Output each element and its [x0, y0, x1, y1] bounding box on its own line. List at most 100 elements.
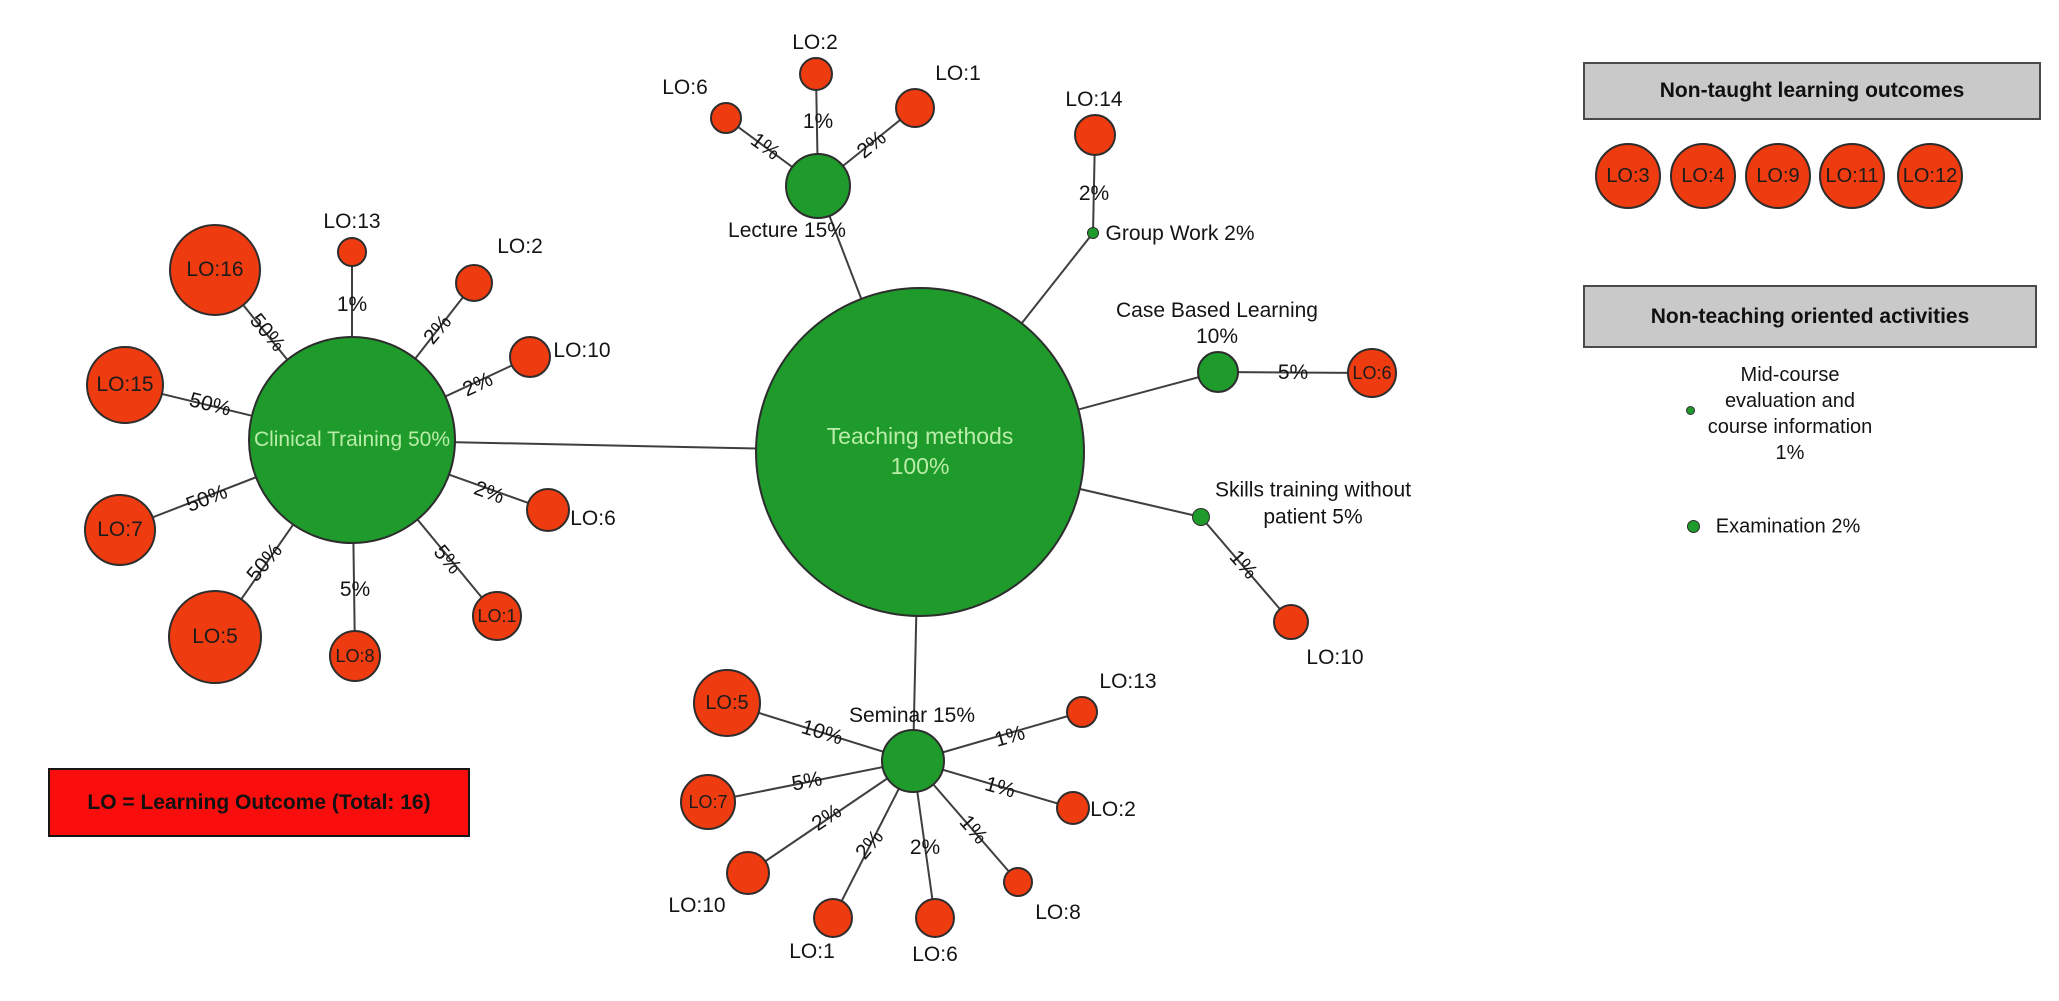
- node-lo6-clinical: [526, 488, 570, 532]
- lo3-label: LO:3: [1606, 164, 1650, 187]
- node-group-work: [1087, 227, 1099, 239]
- lo13-seminar-label: LO:13: [1099, 669, 1157, 693]
- lo9-label: LO:9: [1756, 164, 1800, 187]
- node-lo14-groupwork: [1074, 114, 1116, 156]
- node-lo13-seminar: [1066, 696, 1098, 728]
- lo8-label: LO:8: [335, 645, 375, 666]
- edge: [747, 760, 914, 874]
- non-taught-header: Non-taught learning outcomes: [1583, 62, 2041, 120]
- node-lo7-clinical: LO:7: [84, 494, 156, 566]
- lo2-lecture-label: LO:2: [792, 30, 838, 54]
- node-lo15-clinical: LO:15: [86, 346, 164, 424]
- examination-text: Examination: [1715, 515, 1826, 538]
- pct-clinical-lo13: 1%: [336, 293, 368, 316]
- lo7-seminar-label: LO:7: [688, 791, 728, 812]
- midcourse-dot: [1686, 406, 1695, 415]
- lo15-label: LO:15: [96, 373, 154, 396]
- group-work-label: Group Work 2%: [1105, 221, 1255, 245]
- case-based-learning-title: Case Based Learning: [1116, 298, 1318, 322]
- edge: [707, 760, 914, 803]
- node-lo2-lecture: [799, 57, 833, 91]
- lo13-clinical-label: LO:13: [323, 209, 381, 233]
- lo6-seminar-label: LO:6: [912, 942, 958, 966]
- node-lo6-lecture: [710, 102, 742, 134]
- clinical-training-label: Clinical Training 50%: [253, 428, 451, 451]
- pct-clinical-lo8: 5%: [339, 578, 371, 601]
- node-lo8-clinical: LO:8: [329, 630, 381, 682]
- node-lo10-clinical: [509, 336, 551, 378]
- lo2-clinical-label: LO:2: [497, 234, 543, 258]
- node-seminar: [881, 729, 945, 793]
- edge: [1217, 371, 1373, 374]
- node-lo1-lecture: [895, 88, 935, 128]
- non-teaching-title: Non-teaching oriented activities: [1650, 304, 1970, 328]
- lecture-label: Lecture 15%: [728, 218, 846, 242]
- node-lo1-clinical: LO:1: [472, 591, 522, 641]
- node-teaching-methods: Teaching methods 100%: [755, 287, 1085, 617]
- case-based-learning-label: Case Based Learning 10%: [1116, 298, 1318, 351]
- lo11-label: LO:11: [1825, 164, 1879, 187]
- node-lo16-clinical: LO:16: [169, 224, 261, 316]
- node-lo3-nontaught: LO:3: [1595, 143, 1661, 209]
- midcourse-text: Mid-course evaluation and course informa…: [1707, 364, 1873, 438]
- node-lo5-clinical: LO:5: [168, 590, 262, 684]
- examination-dot: [1687, 520, 1700, 533]
- lo4-label: LO:4: [1681, 164, 1725, 187]
- lo10-clinical-label: LO:10: [553, 338, 611, 362]
- lo6-clinical-label: LO:6: [570, 506, 616, 530]
- lo1-lecture-label: LO:1: [935, 61, 981, 85]
- examination-pct: 2%: [1831, 515, 1861, 538]
- lo6-lecture-label: LO:6: [662, 75, 708, 99]
- teaching-methods-label: Teaching methods 100%: [827, 422, 1014, 482]
- lo16-label: LO:16: [186, 258, 244, 281]
- node-lo12-nontaught: LO:12: [1897, 143, 1963, 209]
- lo14-label: LO:14: [1065, 87, 1123, 111]
- edge: [1200, 516, 1292, 623]
- lo1-label: LO:1: [477, 605, 517, 626]
- node-lo9-nontaught: LO:9: [1745, 143, 1811, 209]
- seminar-label: Seminar 15%: [848, 703, 976, 727]
- lo10-skills-label: LO:10: [1306, 645, 1364, 669]
- node-lecture: [785, 153, 851, 219]
- lo10-seminar-label: LO:10: [668, 893, 726, 917]
- lo1-seminar-label: LO:1: [789, 939, 835, 963]
- node-lo4-nontaught: LO:4: [1670, 143, 1736, 209]
- teaching-methods-pct: 100%: [890, 453, 950, 479]
- node-skills-training: [1192, 508, 1210, 526]
- case-based-learning-pct: 10%: [1195, 325, 1239, 348]
- pct-seminar-lo6: 2%: [909, 836, 941, 859]
- non-taught-title: Non-taught learning outcomes: [1659, 79, 1965, 102]
- lo5-label: LO:5: [192, 625, 238, 648]
- lo-note-box: LO = Learning Outcome (Total: 16): [48, 768, 470, 837]
- node-lo6-seminar: [915, 898, 955, 938]
- pct-casebased-lo6: 5%: [1277, 361, 1309, 384]
- node-case-based-learning: [1197, 351, 1239, 393]
- skills-training-label: Skills training without patient 5%: [1214, 478, 1412, 529]
- midcourse-pct: 1%: [1775, 442, 1805, 464]
- node-lo2-clinical: [455, 264, 493, 302]
- lo5-seminar-label: LO:5: [705, 691, 749, 714]
- midcourse-label: Mid-course evaluation and course informa…: [1695, 362, 1885, 466]
- pct-lecture-lo2: 1%: [802, 110, 834, 133]
- lo-note-text: LO = Learning Outcome (Total: 16): [87, 790, 431, 814]
- node-clinical-training: Clinical Training 50%: [248, 336, 456, 544]
- node-lo7-seminar: LO:7: [680, 774, 736, 830]
- node-lo1-seminar: [813, 898, 853, 938]
- examination-label: Examination 2%: [1716, 515, 1861, 540]
- non-teaching-header: Non-teaching oriented activities: [1583, 285, 2037, 348]
- node-lo5-seminar: LO:5: [693, 669, 761, 737]
- teaching-methods-title: Teaching methods: [826, 423, 1014, 450]
- lo7-label: LO:7: [97, 518, 143, 541]
- lo8-seminar-label: LO:8: [1035, 900, 1081, 924]
- node-lo8-seminar: [1003, 867, 1033, 897]
- node-lo2-seminar: [1056, 791, 1090, 825]
- node-lo10-seminar: [726, 851, 770, 895]
- pct-groupwork-lo14: 2%: [1078, 182, 1110, 205]
- lo2-seminar-label: LO:2: [1090, 797, 1136, 821]
- lo6-casebased-label: LO:6: [1352, 362, 1392, 383]
- lo12-label: LO:12: [1902, 164, 1958, 187]
- node-lo10-skills: [1273, 604, 1309, 640]
- node-lo6-casebased: LO:6: [1347, 348, 1397, 398]
- node-lo11-nontaught: LO:11: [1819, 143, 1885, 209]
